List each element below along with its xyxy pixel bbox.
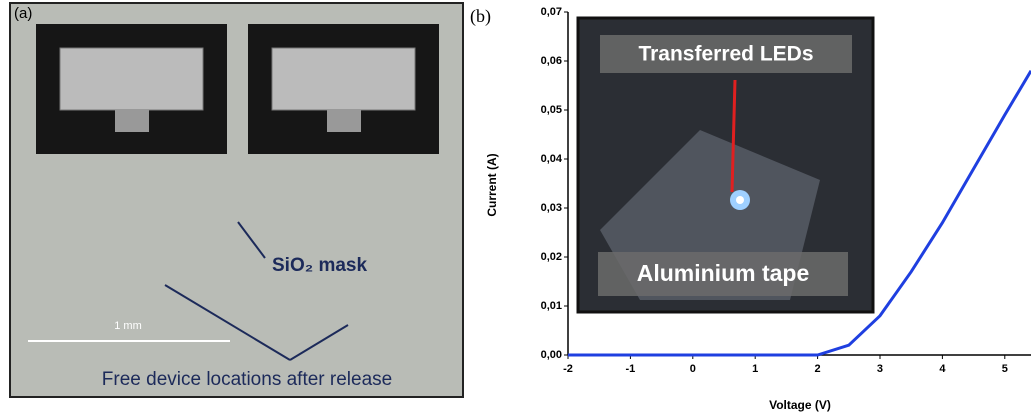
x-tick-label: 2 [815, 363, 821, 375]
y-tick-label: 0,07 [541, 6, 562, 18]
panel-label: (b) [470, 6, 491, 27]
y-tick-label: 0,03 [541, 202, 562, 214]
y-tick-label: 0,05 [541, 104, 562, 116]
caption: Free device locations after release [102, 369, 392, 390]
y-tick-label: 0,00 [541, 349, 562, 361]
inset-label: Transferred LEDs [638, 43, 813, 66]
device [272, 48, 415, 110]
x-tick-label: 3 [877, 363, 883, 375]
y-tick-label: 0,04 [541, 153, 563, 165]
page: (a) SiO₂ mask 1 mm Free device locations… [0, 0, 1031, 418]
y-axis-label: Current (A) [485, 153, 499, 216]
x-tick-label: -2 [563, 363, 573, 375]
inset-label: Aluminium tape [637, 260, 810, 286]
x-tick-label: 1 [752, 363, 758, 375]
y-tick-label: 0,06 [541, 55, 562, 67]
mask-label: SiO₂ mask [272, 255, 367, 276]
x-tick-label: -1 [626, 363, 636, 375]
device-pad [115, 110, 149, 132]
x-tick-label: 0 [690, 363, 696, 375]
y-tick-label: 0,01 [541, 300, 562, 312]
y-tick-label: 0,02 [541, 251, 562, 263]
x-axis-label: Voltage (V) [769, 398, 831, 412]
x-tick-label: 5 [1002, 363, 1008, 375]
device-pad [327, 110, 361, 132]
panel-label: (a) [14, 5, 32, 22]
x-tick-label: 4 [939, 363, 946, 375]
device [60, 48, 203, 110]
scale-label: 1 mm [114, 320, 142, 332]
figure: (a) SiO₂ mask 1 mm Free device locations… [0, 0, 1031, 418]
